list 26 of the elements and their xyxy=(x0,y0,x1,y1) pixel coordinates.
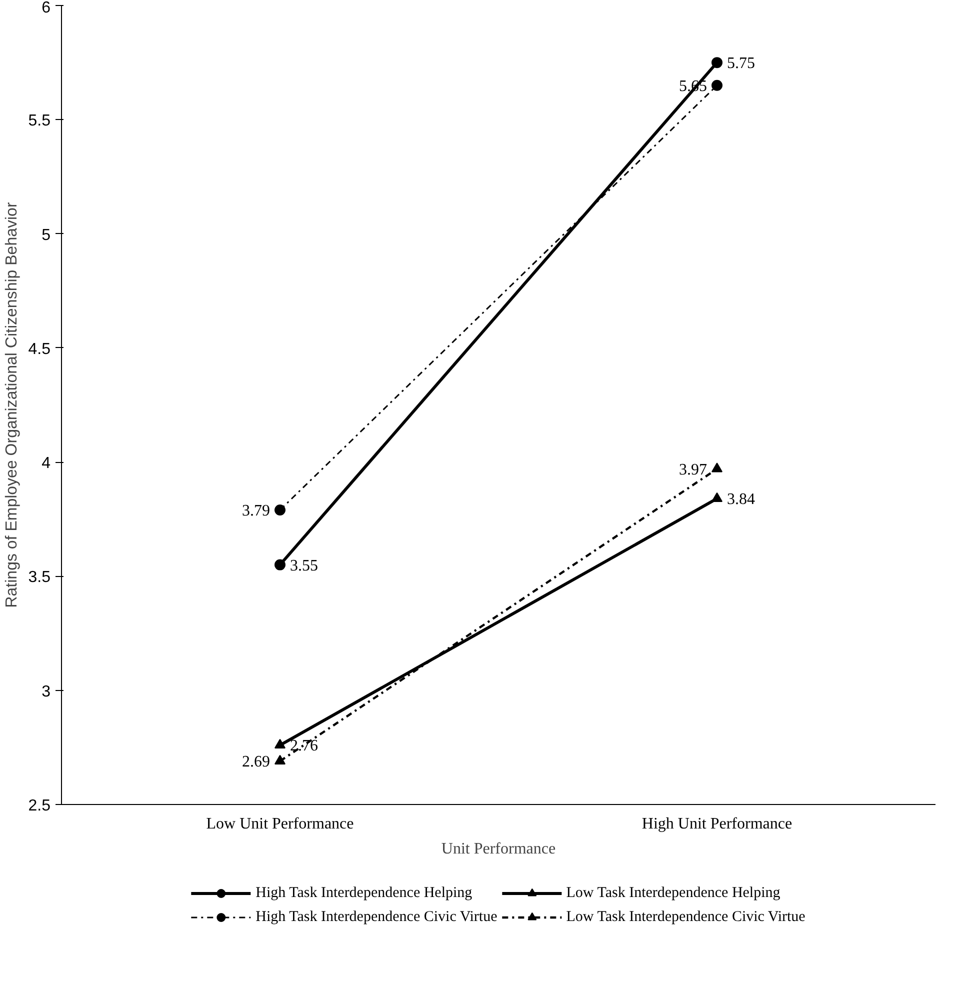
legend-label: High Task Interdependence Civic Virtue xyxy=(256,908,498,926)
data-label: 3.55 xyxy=(290,557,318,574)
data-label: 3.84 xyxy=(727,491,755,508)
y-tick-label: 3 xyxy=(42,683,51,700)
data-label: 5.75 xyxy=(727,55,755,72)
y-tick-label: 4 xyxy=(42,455,51,472)
data-label: 2.69 xyxy=(242,754,270,771)
point xyxy=(712,80,722,91)
x-tick-label: Low Unit Performance xyxy=(206,816,354,832)
x-axis-title: Unit Performance xyxy=(441,840,556,858)
point xyxy=(274,559,286,570)
legend-label: Low Task Interdependence Helping xyxy=(566,884,780,902)
legend-label: Low Task Interdependence Civic Virtue xyxy=(566,908,806,926)
legend-label: High Task Interdependence Helping xyxy=(256,884,472,902)
data-label: 3.79 xyxy=(242,502,270,520)
x-tick-label: High Unit Performance xyxy=(642,816,792,832)
y-tick-label: 2.5 xyxy=(28,798,51,814)
y-tick-label: 6 xyxy=(42,0,51,16)
y-tick-label: 5 xyxy=(42,226,51,244)
y-axis-title: Ratings of Employee Organizational Citizenship Behavior xyxy=(3,202,20,608)
y-tick-label: 4.5 xyxy=(28,340,51,358)
data-label: 3.97 xyxy=(679,461,707,478)
y-tick-label: 3.5 xyxy=(28,569,51,586)
point xyxy=(274,504,286,516)
point xyxy=(712,57,722,68)
y-tick-label: 5.5 xyxy=(28,112,51,130)
